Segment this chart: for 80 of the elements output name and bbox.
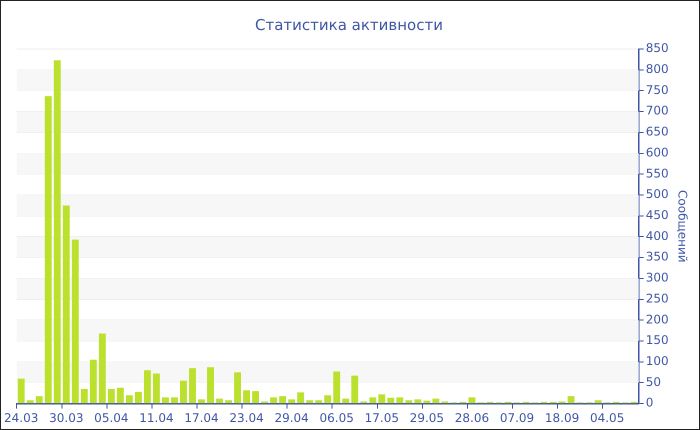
y-tick-label: 750 [646,82,669,97]
bar [252,391,260,404]
bar [405,400,412,404]
y-tick-label: 600 [646,145,669,160]
chart-title: Статистика активности [255,16,443,34]
bar [18,378,25,404]
x-tick-label: 17.04 [184,410,219,425]
y-tick-label: 700 [646,104,669,118]
bar [297,392,304,404]
y-tick-label: 250 [646,291,669,306]
bar [189,368,196,404]
bar [126,395,133,404]
x-tick-label: 04.05 [590,410,624,425]
x-tick-label: 18.09 [544,410,580,425]
bar [90,360,97,404]
x-tick-label: 17.05 [364,410,399,425]
bar [72,240,79,404]
bar [279,396,286,404]
bar [315,400,322,404]
bar [171,397,178,404]
bar [98,334,106,404]
bar [324,395,332,404]
x-tick-label: 29.05 [410,410,444,425]
bar [198,399,205,404]
y-tick-label: 550 [646,166,669,180]
y-tick-label: 100 [646,354,669,368]
bar [369,397,376,404]
x-tick-label: 11.04 [139,410,174,425]
bar [180,380,187,404]
y-tick-label: 0 [646,396,654,410]
bar [225,400,232,404]
y-tick-label: 300 [646,270,669,285]
y-tick-label: 500 [646,187,669,202]
y-tick-label: 650 [646,124,669,139]
bar [432,398,440,404]
bar [234,372,241,404]
y-tick-label: 400 [646,228,669,243]
y-tick-label: 850 [646,41,669,56]
y-tick-label: 50 [646,374,661,389]
x-tick-label: 23.04 [229,410,264,425]
x-tick-label: 05.04 [94,410,129,425]
bar [333,371,340,404]
bar [351,376,358,404]
y-tick-label: 150 [646,333,669,348]
bar [216,398,223,404]
bar [414,399,422,404]
bar [423,400,430,404]
bar [36,396,43,404]
y-tick-label: 350 [646,250,669,264]
x-tick-label: 06.05 [320,410,354,425]
x-tick-label: 24.03 [4,410,38,425]
bar [134,392,142,404]
y-tick-label: 800 [646,62,669,76]
bar [152,374,160,404]
bar [270,397,278,404]
y-tick-label: 200 [646,312,669,326]
bar [62,205,70,404]
bar [116,388,124,404]
bar [396,397,404,404]
y-tick-label: 450 [646,208,669,222]
y-axis-title: Сообщений [676,190,690,263]
bar [378,394,386,404]
x-tick-label: 29.04 [274,410,309,425]
bar [306,400,314,404]
bar [162,397,169,404]
bar [207,367,214,404]
bar [568,396,575,404]
x-tick-label: 28.06 [454,410,490,425]
bar [54,60,61,404]
bar [468,397,476,404]
bar [44,96,52,404]
bar [288,399,296,404]
x-tick-label: 30.03 [49,410,84,425]
bar [108,389,115,404]
x-tick-label: 07.09 [500,410,534,425]
bar [342,398,350,404]
bar [243,390,250,404]
bar [594,400,602,404]
bar [80,389,88,404]
bar [144,370,151,404]
